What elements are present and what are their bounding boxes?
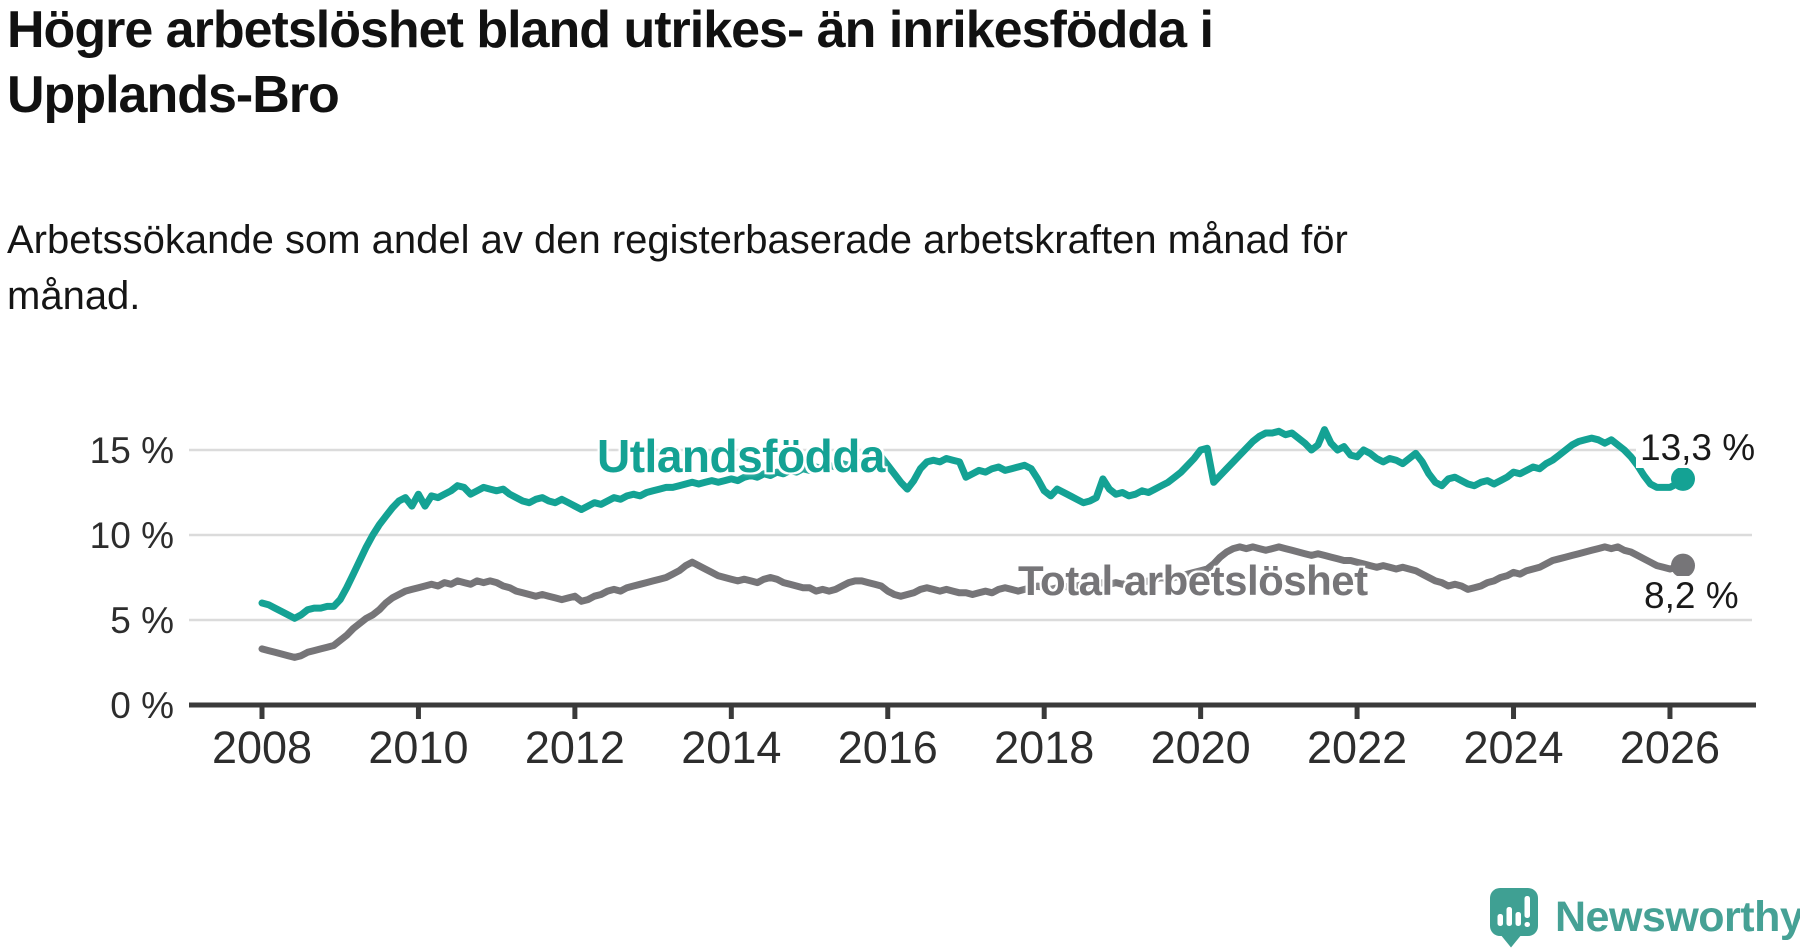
newsworthy-logo: Newsworthy [1490,886,1800,948]
svg-text:2010: 2010 [368,722,468,773]
svg-text:2018: 2018 [994,722,1094,773]
y-axis-labels: 0 % 5 % 10 % 15 % [90,430,174,726]
svg-text:2024: 2024 [1463,722,1563,773]
subtitle-line-2: månad. [7,274,141,318]
title-line-1: Högre arbetslöshet bland utrikes- än inr… [7,1,1214,59]
x-axis [189,702,1756,719]
brand-name: Newsworthy [1555,893,1800,941]
svg-text:2016: 2016 [838,722,938,773]
end-dots [1671,466,1695,578]
svg-text:2022: 2022 [1307,722,1407,773]
svg-text:5 %: 5 % [110,600,174,641]
gridlines [189,448,1752,622]
end-value-label-utlandsfodda: 13,3 % [1636,428,1760,468]
svg-text:10 %: 10 % [90,515,174,556]
newsworthy-speech-bubble-chart-icon [1490,888,1538,948]
series-label-total: Total arbetslöshet [1018,557,1368,604]
svg-text:2020: 2020 [1151,722,1251,773]
page-title: Högre arbetslöshet bland utrikes- än inr… [7,0,1214,128]
end-value-label-total: 8,2 % [1640,576,1743,616]
x-axis-labels: 2008 2010 2012 2014 2016 2018 2020 2022 2024 2026 [212,722,1720,773]
svg-text:0 %: 0 % [110,685,174,726]
svg-text:2026: 2026 [1620,722,1720,773]
title-line-2: Upplands-Bro [7,66,340,124]
subtitle-line-1: Arbetssökande som andel av den registerb… [7,218,1348,262]
svg-text:2008: 2008 [212,722,312,773]
svg-text:2012: 2012 [525,722,625,773]
svg-text:15 %: 15 % [90,430,174,471]
svg-text:2014: 2014 [681,722,781,773]
chart-subtitle: Arbetssökande som andel av den registerb… [7,212,1348,324]
series-label-utlandsfodda: Utlandsfödda [597,430,885,482]
series-lines [258,426,1687,661]
